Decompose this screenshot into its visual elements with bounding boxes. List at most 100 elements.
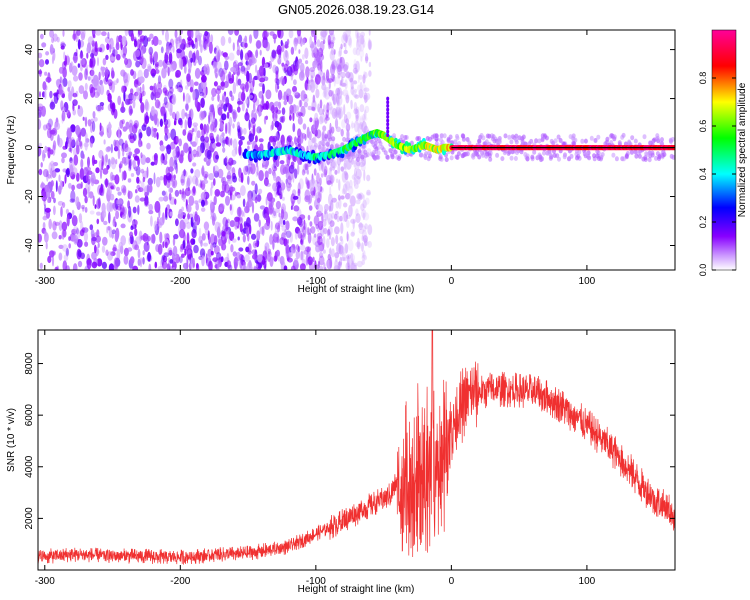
spectrogram-cell — [143, 199, 150, 207]
spectrogram-cell — [187, 254, 191, 260]
spectrogram-cell — [59, 75, 62, 86]
spectrogram-cell — [254, 196, 258, 204]
spectrogram-cell — [324, 203, 329, 212]
spectrogram-cell — [331, 248, 335, 258]
spectrogram-cell — [68, 236, 71, 241]
spectrogram-cell — [330, 237, 335, 247]
spectrogram-cell — [139, 38, 145, 43]
spectrogram-cell — [238, 91, 243, 102]
spectrogram-cell — [386, 107, 390, 112]
spectrogram-cell — [320, 35, 327, 41]
spectrogram-cell — [269, 256, 274, 267]
spectrogram-cell — [535, 155, 540, 161]
spectrogram-cell — [195, 214, 200, 226]
spectrogram-cell — [207, 248, 212, 258]
spectrogram-cell — [246, 141, 250, 146]
spectrogram-cell — [112, 46, 116, 58]
spectrogram-cell — [132, 206, 137, 214]
spectrogram-cell — [334, 118, 339, 129]
spectrogram-cell — [166, 178, 171, 189]
colorbar-tick-label: 0.2 — [698, 216, 708, 229]
spectrogram-cell — [240, 91, 246, 102]
spectrogram-cell — [71, 184, 75, 191]
spectrogram-cell — [185, 103, 189, 112]
spectrogram-cell — [280, 164, 286, 176]
spectrogram-cell — [102, 69, 105, 78]
spectrogram-cell — [144, 191, 148, 197]
spectrogram-cell — [208, 41, 213, 54]
spectrogram-cell — [492, 138, 497, 144]
spectrogram-cell — [213, 245, 220, 255]
spectrogram-cell — [230, 190, 232, 201]
spectrogram-cell — [332, 36, 336, 41]
spectrogram-cell — [139, 197, 146, 202]
spectrogram-cell — [182, 221, 186, 230]
spectrogram-cell — [42, 149, 45, 162]
spectrogram-cell — [209, 112, 214, 123]
spectrogram-cell — [589, 135, 594, 141]
spectrogram-cell — [345, 254, 352, 260]
spectrogram-cell — [337, 64, 342, 73]
spectrogram-cell — [123, 79, 129, 87]
spectrogram-cell — [101, 105, 104, 111]
spectrogram-cell — [220, 35, 226, 47]
spectrogram-cell — [223, 103, 228, 112]
spectrogram-cell — [244, 52, 250, 61]
spectrogram-cell — [287, 94, 294, 105]
spectrogram-cell — [82, 153, 85, 159]
spectrogram-cell — [60, 45, 65, 50]
spectrogram-cell — [513, 156, 518, 161]
spectrogram-cell — [353, 93, 358, 98]
colorbar-label: Normalized spectral amplitude — [737, 82, 748, 217]
spectrogram-cell — [357, 242, 362, 250]
spectrogram-cell — [70, 124, 76, 133]
spectrogram-cell — [386, 103, 390, 108]
spectrogram-cell — [281, 62, 285, 67]
spectrogram-cell — [273, 210, 277, 217]
spectrogram-cell — [360, 163, 366, 172]
spectrogram-cell — [353, 172, 357, 180]
spectrogram-cell — [362, 234, 368, 241]
spectrogram-cell — [138, 138, 142, 148]
spectrogram-cell — [97, 57, 99, 67]
spectrogram-cell — [164, 241, 168, 249]
spectrogram-cell — [275, 158, 280, 168]
spectrogram-cell — [173, 233, 179, 240]
spectrogram-cell — [304, 163, 307, 171]
spectrogram-cell — [145, 157, 151, 164]
spectrogram-cell — [297, 163, 300, 175]
spectrogram-cell — [415, 136, 420, 142]
spectrogram-cell — [361, 242, 364, 253]
spectrogram-cell — [51, 55, 55, 64]
spectrogram-cell — [142, 83, 145, 93]
spectrogram-cell — [214, 189, 221, 197]
spectrogram-cell — [122, 185, 127, 196]
spectrogram-cell — [150, 91, 155, 101]
spectrogram-cell — [109, 37, 114, 50]
spectrogram-cell — [154, 154, 158, 166]
spectrogram-cell — [214, 221, 221, 233]
spectrogram-cell — [210, 244, 214, 250]
spectrogram-cell — [192, 52, 196, 63]
spectrogram-cell — [196, 130, 201, 139]
spectrogram-cell — [143, 68, 149, 79]
spectrogram-cell — [63, 254, 69, 261]
spectrogram-cell — [140, 141, 143, 147]
spectrogram-cell — [283, 100, 288, 106]
spectrogram-cell — [336, 94, 341, 106]
spectrogram-cell — [179, 43, 186, 50]
spectrogram-cell — [245, 98, 249, 105]
spectrogram-cell — [112, 244, 117, 252]
spectrogram-cell — [110, 158, 117, 170]
spectrogram-cell — [41, 42, 47, 48]
spectrogram-cell — [75, 124, 81, 136]
spectrogram-cell — [52, 144, 56, 156]
spectrogram-cell — [148, 210, 154, 215]
spectrogram-cell — [80, 252, 85, 260]
spectrogram-cell — [329, 186, 332, 197]
spectrogram-cell — [230, 244, 234, 253]
spectrogram-cell — [151, 126, 155, 138]
spectrogram-cell — [191, 128, 195, 133]
spectrogram-cell — [342, 136, 347, 142]
